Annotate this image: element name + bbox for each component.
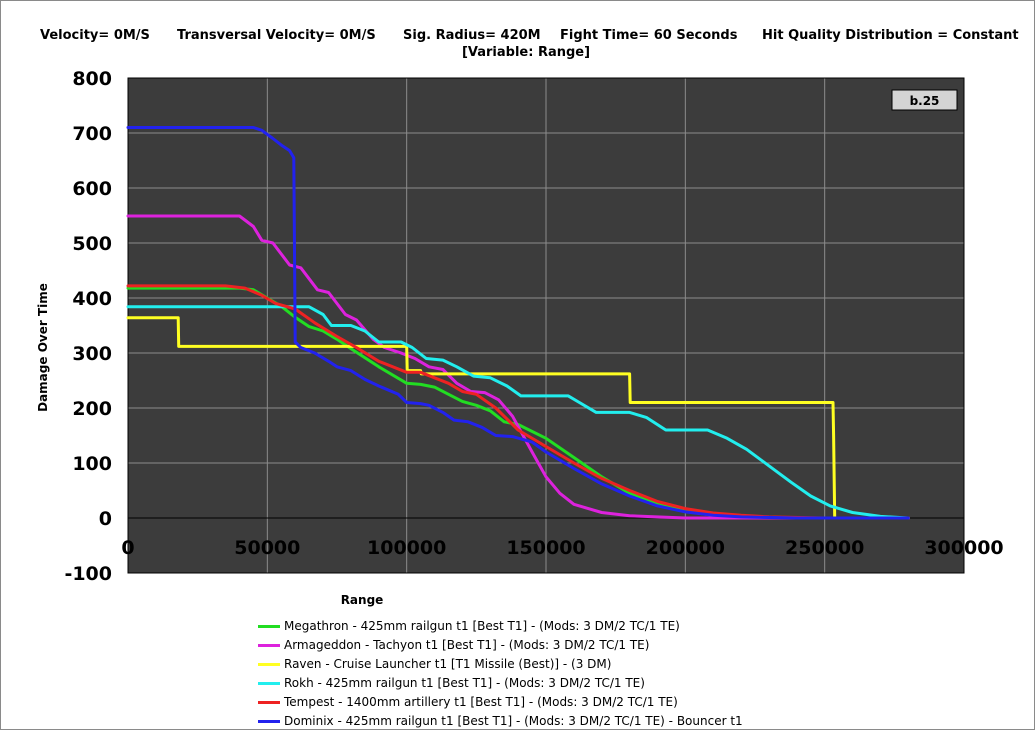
legend-label: Dominix - 425mm railgun t1 [Best T1] - (…: [284, 714, 743, 728]
legend-label: Tempest - 1400mm artillery t1 [Best T1] …: [284, 695, 678, 709]
legend-label: Megathron - 425mm railgun t1 [Best T1] -…: [284, 619, 680, 633]
x-tick-label: 150000: [506, 537, 585, 559]
chart-header: Velocity= 0M/S Transversal Velocity= 0M/…: [0, 28, 1035, 44]
legend-item: Tempest - 1400mm artillery t1 [Best T1] …: [258, 693, 818, 712]
y-tick-label: 200: [72, 398, 112, 420]
y-tick-label: -100: [64, 563, 112, 585]
legend-label: Rokh - 425mm railgun t1 [Best T1] - (Mod…: [284, 676, 645, 690]
series-line-2: [126, 214, 910, 520]
x-axis-title: Range: [341, 593, 384, 607]
legend-swatch: [258, 720, 280, 723]
legend-item: Raven - Cruise Launcher t1 [T1 Missile (…: [258, 655, 818, 674]
legend-item: Armageddon - Tachyon t1 [Best T1] - (Mod…: [258, 636, 818, 655]
legend-label: Raven - Cruise Launcher t1 [T1 Missile (…: [284, 657, 612, 671]
series-line-5: [126, 284, 910, 520]
y-tick-label: 400: [72, 288, 112, 310]
y-axis-title: Damage Over Time: [36, 283, 50, 412]
fight-time-label: Fight Time= 60 Seconds: [560, 28, 738, 43]
transversal-velocity-label: Transversal Velocity= 0M/S: [177, 28, 376, 43]
x-tick-label: 200000: [646, 537, 725, 559]
y-tick-label: 600: [72, 178, 112, 200]
legend-swatch: [258, 644, 280, 647]
variable-label: [Variable: Range]: [461, 45, 591, 60]
legend-item: Dominix - 425mm railgun t1 [Best T1] - (…: [258, 712, 818, 731]
y-tick-label: 700: [72, 123, 112, 145]
plot-border: [127, 77, 965, 574]
hit-quality-label: Hit Quality Distribution = Constant: [762, 28, 1019, 43]
x-tick-label: 100000: [367, 537, 446, 559]
legend-label: Armageddon - Tachyon t1 [Best T1] - (Mod…: [284, 638, 650, 652]
version-badge: [891, 89, 958, 111]
x-tick-label: 50000: [234, 537, 300, 559]
version-badge-label: b.25: [910, 94, 940, 108]
x-tick-label: 250000: [785, 537, 864, 559]
legend-swatch: [258, 625, 280, 628]
sig-radius-label: Sig. Radius= 420M: [403, 28, 541, 43]
series-line-4: [126, 305, 910, 520]
y-tick-label: 300: [72, 343, 112, 365]
legend-item: Megathron - 425mm railgun t1 [Best T1] -…: [258, 617, 818, 636]
y-tick-label: 100: [72, 453, 112, 475]
y-tick-label: 500: [72, 233, 112, 255]
y-tick-label: 800: [72, 68, 112, 90]
y-tick-label: 0: [99, 508, 112, 530]
velocity-label: Velocity= 0M/S: [40, 28, 150, 43]
legend-swatch: [258, 701, 280, 704]
legend-item: Rokh - 425mm railgun t1 [Best T1] - (Mod…: [258, 674, 818, 693]
series-line-6: [126, 126, 910, 520]
legend-swatch: [258, 682, 280, 685]
legend-swatch: [258, 663, 280, 666]
chart-legend: Megathron - 425mm railgun t1 [Best T1] -…: [258, 617, 818, 731]
